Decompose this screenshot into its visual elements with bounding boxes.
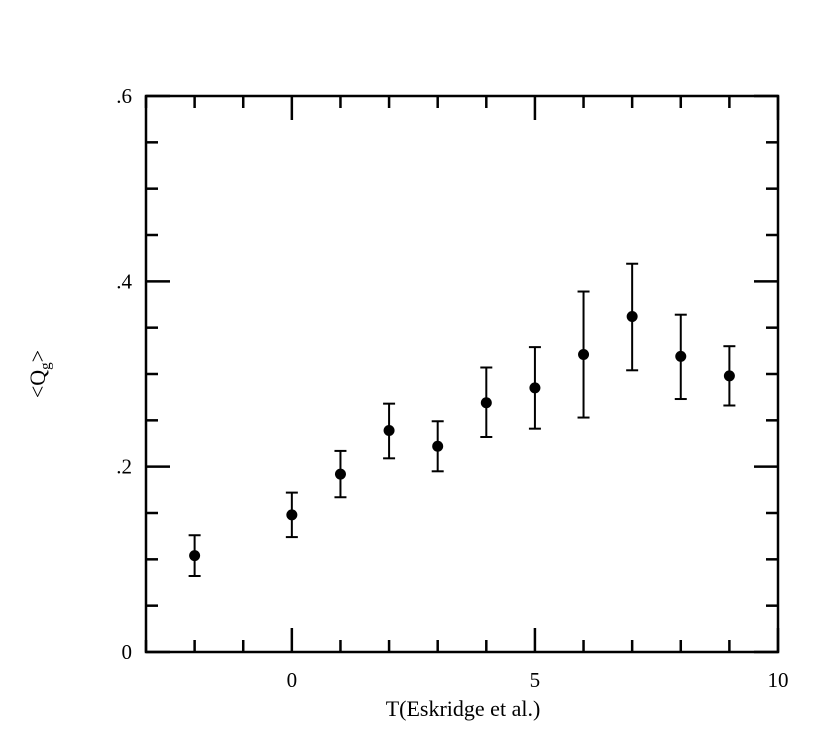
y-axis-label-subscript: g [38, 362, 54, 370]
data-point [626, 311, 638, 323]
y-tick-label: 0 [122, 640, 133, 664]
y-axis-label: <Qg> [25, 350, 54, 398]
data-point [334, 468, 346, 480]
x-tick-label: 5 [530, 668, 541, 692]
y-tick-label: .6 [116, 84, 132, 108]
data-point [286, 509, 298, 521]
data-point [189, 550, 201, 562]
data-point [675, 350, 687, 362]
data-point [723, 370, 735, 382]
y-axis-label-close: > [25, 350, 50, 362]
data-point [383, 425, 395, 437]
x-tick-label: 10 [768, 668, 789, 692]
data-point [529, 382, 541, 394]
data-point [480, 397, 492, 409]
plot-frame [144, 94, 780, 654]
y-tick-label: .2 [116, 455, 132, 479]
y-axis-label-main: <Q [25, 370, 50, 398]
y-tick-label: .4 [116, 269, 132, 293]
x-axis-label: T(Eskridge et al.) [386, 696, 541, 721]
data-point [432, 440, 444, 452]
x-tick-label: 0 [287, 668, 298, 692]
axis-ticks [144, 94, 780, 654]
data-points [188, 262, 736, 578]
tick-labels: 0 5 10 0 .2 .4 .6 [116, 84, 788, 692]
data-point [578, 349, 590, 361]
